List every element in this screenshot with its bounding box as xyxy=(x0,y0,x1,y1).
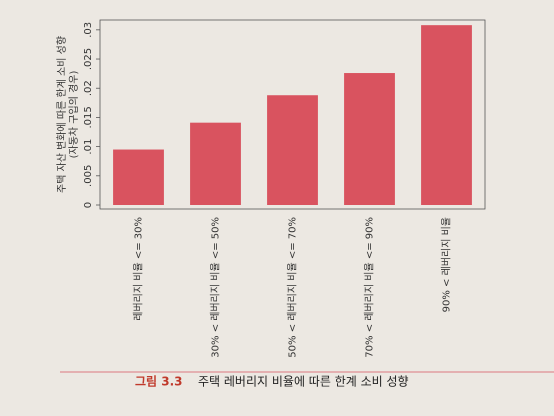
bar xyxy=(267,95,318,205)
y-tick-label: .025 xyxy=(83,48,94,70)
bar xyxy=(113,149,164,205)
plot-frame xyxy=(99,19,486,210)
y-axis-label: 주택 자산 변화에 따른 한계 소비 성향 xyxy=(56,36,68,193)
bar xyxy=(190,122,241,205)
y-tick-label: 0 xyxy=(83,202,94,208)
caption-text: 주택 레버리지 비율에 따른 한계 소비 성향 xyxy=(198,375,409,389)
bar xyxy=(344,73,395,205)
y-tick-label: .03 xyxy=(83,22,94,38)
x-tick-label: 70% < 레버리지 비율 <= 90% xyxy=(364,217,376,358)
y-tick-label: .015 xyxy=(83,106,94,128)
y-tick-label: .01 xyxy=(83,139,94,155)
x-tick-label: 50% < 레버리지 비율 <= 70% xyxy=(287,217,299,358)
bar xyxy=(421,25,472,206)
y-tick-label: .02 xyxy=(83,80,94,96)
caption-number: 그림 3.3 xyxy=(135,375,183,389)
x-tick-label: 90% < 레버리지 비율 xyxy=(441,217,453,312)
y-axis-label: (자동차 구입의 경우) xyxy=(67,71,80,159)
x-tick-label: 30% < 레버리지 비율 <= 50% xyxy=(210,217,222,358)
x-tick-label: 레버리지 비율 <= 30% xyxy=(133,217,145,321)
y-tick-label: .005 xyxy=(83,165,94,187)
